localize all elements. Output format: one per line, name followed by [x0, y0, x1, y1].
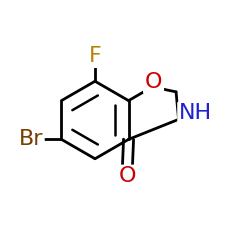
- Text: O: O: [145, 72, 162, 92]
- Text: NH: NH: [179, 103, 212, 123]
- Text: F: F: [88, 46, 102, 66]
- Text: O: O: [118, 166, 136, 186]
- Text: Br: Br: [18, 130, 43, 149]
